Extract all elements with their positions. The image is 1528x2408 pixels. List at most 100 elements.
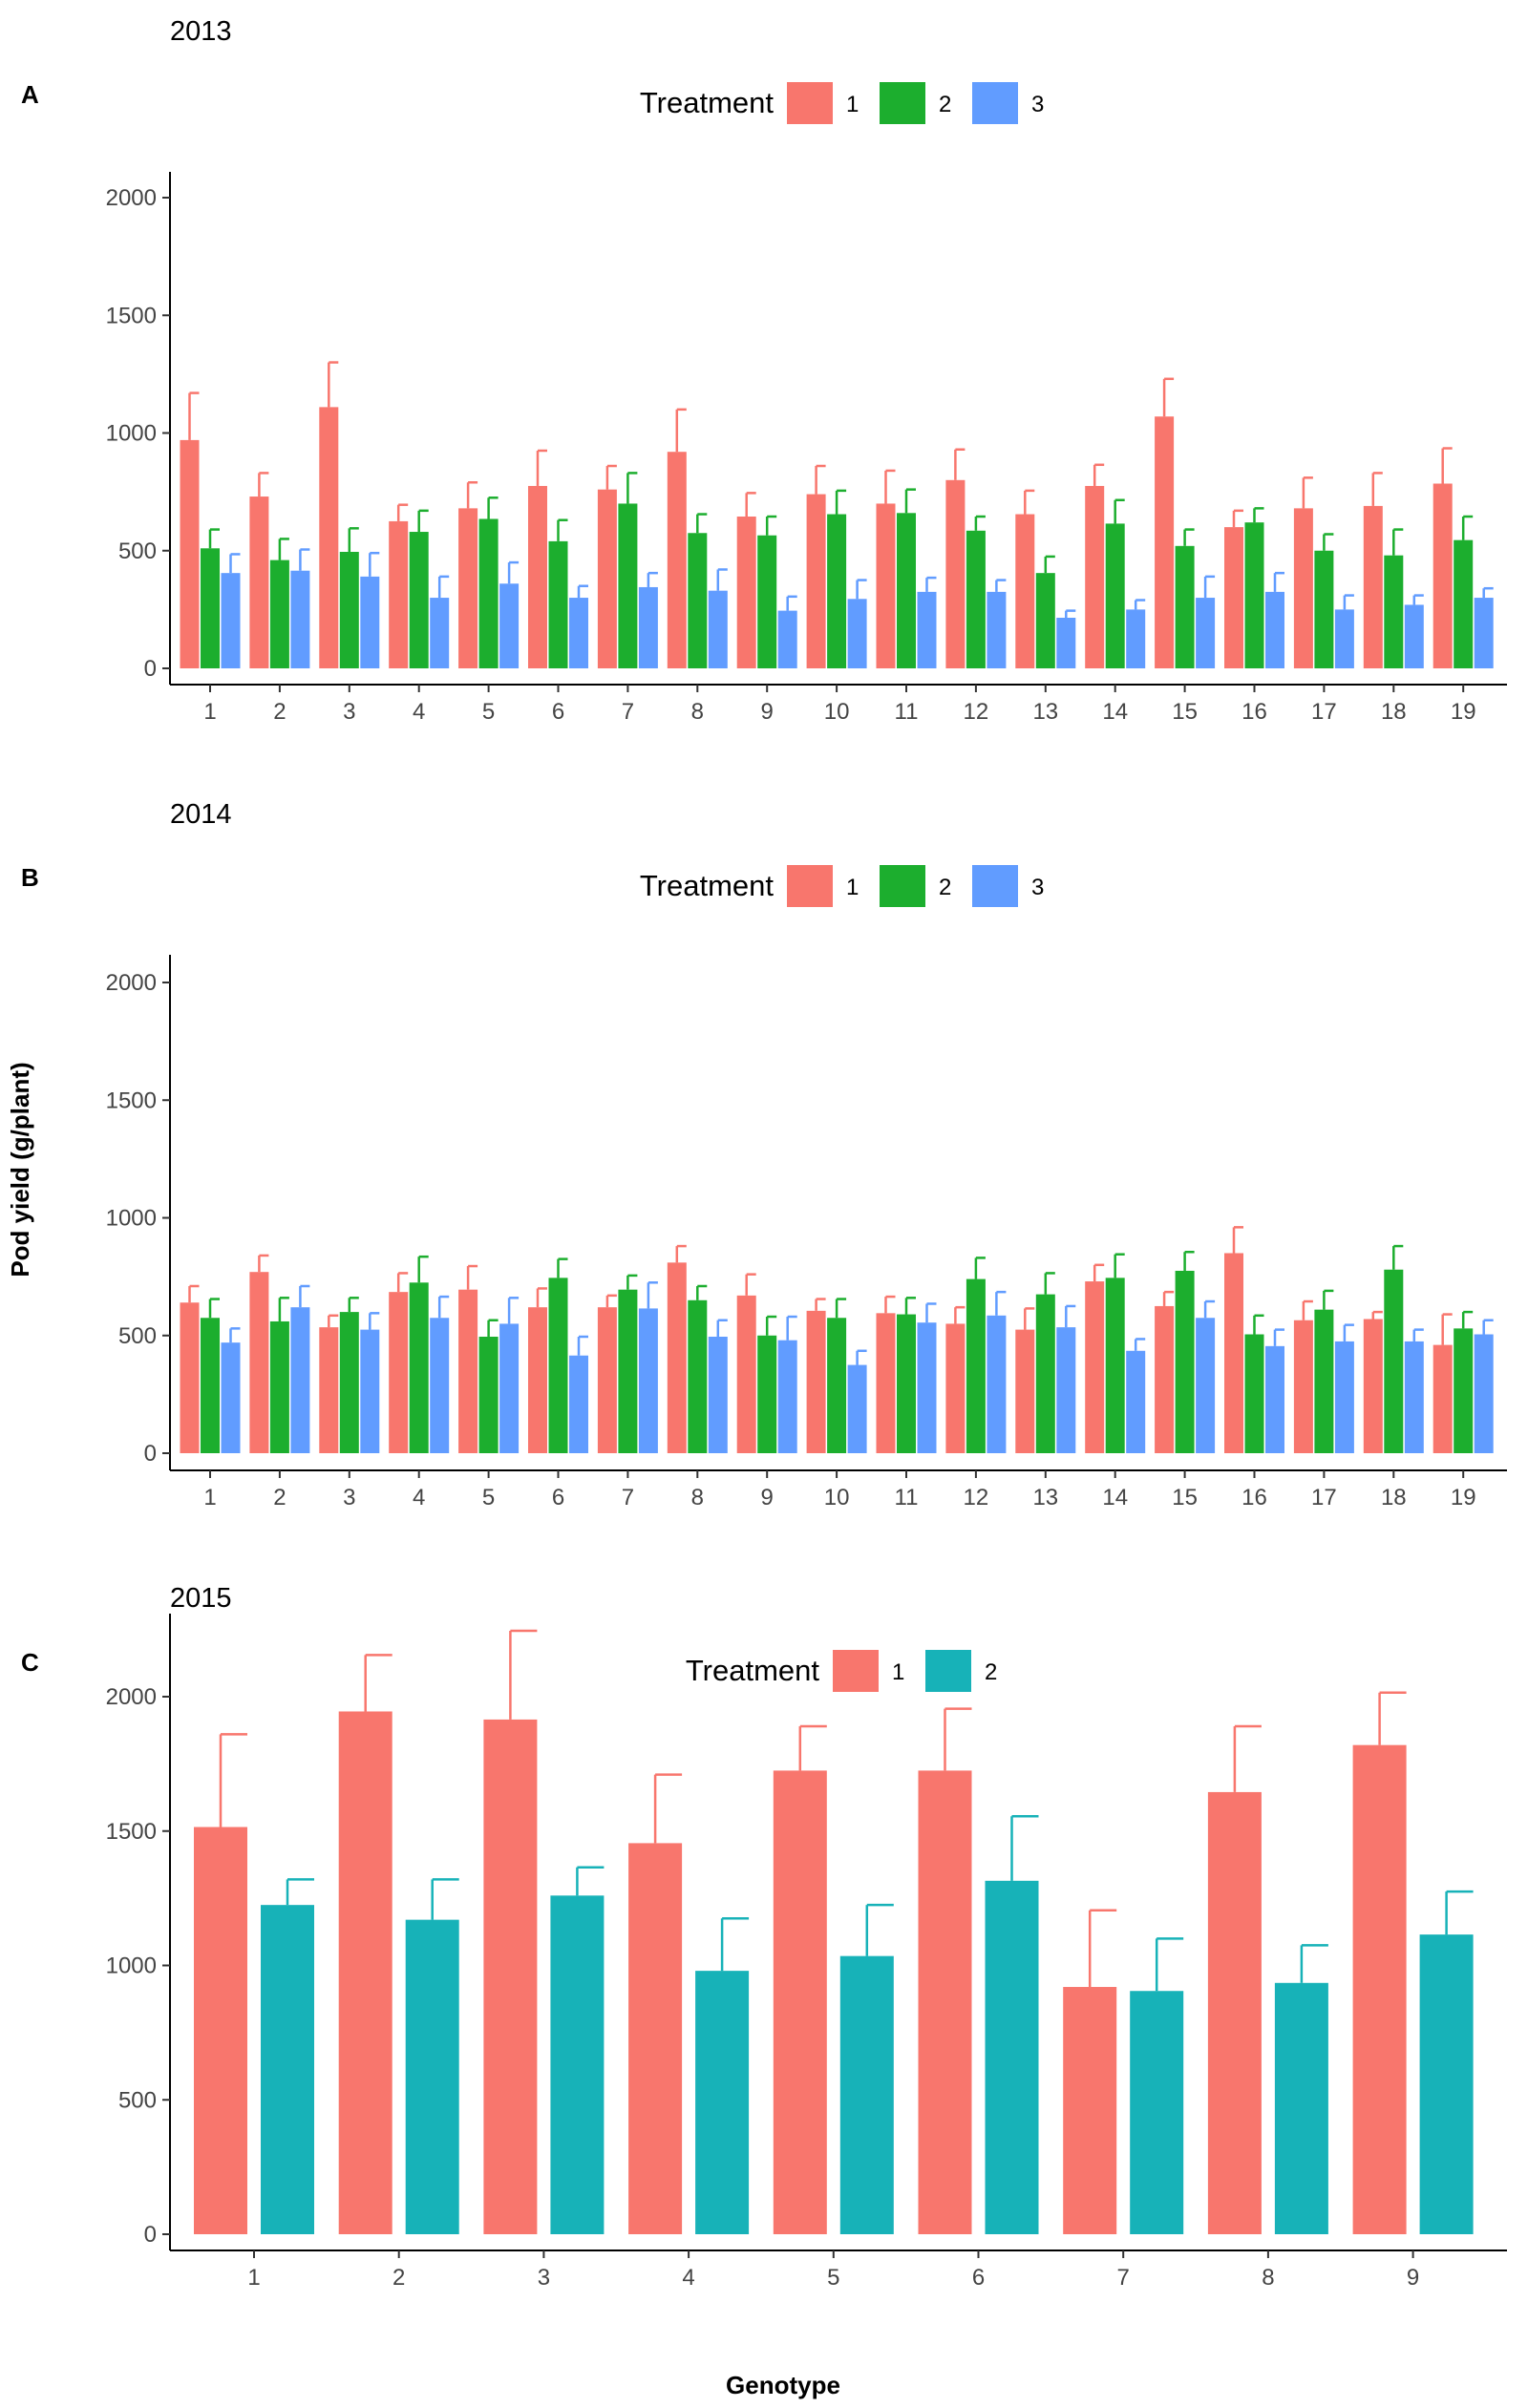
x-tick-label: 11 (895, 699, 919, 725)
y-tick-label: 0 (144, 656, 157, 682)
x-tick-label: 2 (273, 699, 286, 725)
x-tick-label: 2 (393, 2265, 405, 2291)
bar (1474, 598, 1494, 668)
legend-title: Treatment (686, 1654, 820, 1687)
x-tick-label: 5 (827, 2265, 839, 2291)
bar (638, 586, 658, 668)
bar (777, 610, 797, 668)
bar (194, 1827, 247, 2234)
bar (688, 1299, 708, 1453)
panel-c: 2015 C Treatment 1 2 0 500 1000 1500 2000 1 2 3 4 5 6 7 8… (21, 1583, 1507, 2291)
bar (360, 1329, 380, 1453)
x-axis-label: Genotype (726, 2371, 840, 2399)
bar (290, 1307, 310, 1453)
bar (618, 1289, 638, 1453)
bar (1155, 416, 1175, 668)
y-axis-label: Pod yield (g/plant) (6, 1062, 34, 1277)
bar (338, 1711, 393, 2234)
bar (1363, 505, 1383, 668)
bar (628, 1843, 683, 2234)
y-tick-label: 500 (118, 2087, 157, 2113)
bar (1314, 1309, 1334, 1453)
bar (945, 1323, 966, 1453)
x-tick-label: 3 (538, 2265, 550, 2291)
bar (667, 1262, 687, 1453)
bar (249, 496, 269, 668)
bar (597, 489, 617, 668)
bar (1105, 523, 1125, 668)
bar (1265, 1345, 1284, 1453)
bar (221, 1342, 241, 1453)
bar (876, 503, 896, 668)
x-tick-label: 7 (1117, 2265, 1130, 2291)
legend-label: 1 (846, 92, 859, 117)
x-tick-label: 4 (682, 2265, 694, 2291)
x-tick-label: 4 (413, 699, 425, 725)
bar (1334, 1341, 1354, 1453)
x-tick-label: 1 (203, 1485, 216, 1510)
bar (1352, 1744, 1407, 2234)
bar (1419, 1934, 1474, 2234)
x-tick-label: 16 (1242, 1485, 1267, 1510)
bar (966, 1278, 986, 1453)
bar (1035, 1294, 1055, 1453)
chart-title: 2014 (170, 799, 232, 830)
y-tick-label: 1000 (106, 1954, 157, 1979)
bar (708, 1336, 728, 1453)
x-tick-label: 15 (1172, 1485, 1198, 1510)
x-tick-label: 9 (761, 699, 774, 725)
bar (550, 1895, 605, 2234)
bar (478, 518, 499, 668)
bar (458, 1289, 478, 1453)
legend-label: 2 (939, 92, 951, 117)
bar (985, 1880, 1039, 2234)
x-tick-label: 14 (1102, 1485, 1128, 1510)
bar (987, 1315, 1007, 1453)
x-tick-label: 9 (761, 1485, 774, 1510)
bar (777, 1340, 797, 1453)
bar (847, 599, 867, 668)
bar (339, 551, 359, 668)
chart-title: 2015 (170, 1583, 232, 1614)
bar (1432, 1344, 1453, 1453)
bar (430, 1318, 450, 1453)
bar (1244, 1334, 1264, 1453)
legend-label: 3 (1031, 875, 1044, 900)
bar (1105, 1278, 1125, 1453)
panel-label: C (21, 1648, 39, 1677)
panel-label: A (21, 80, 39, 109)
bar (389, 1292, 409, 1453)
bar (1384, 1269, 1404, 1453)
x-tick-label: 1 (247, 2265, 260, 2291)
bar (409, 1282, 429, 1453)
legend-swatch (880, 865, 925, 907)
y-tick-label: 500 (118, 539, 157, 564)
x-tick-label: 8 (691, 1485, 704, 1510)
bar (1015, 514, 1035, 668)
x-tick-label: 13 (1032, 699, 1058, 725)
bar (389, 520, 409, 668)
bar (1432, 483, 1453, 668)
bar (736, 517, 756, 668)
bar (1035, 573, 1055, 668)
bar (528, 485, 547, 668)
bar (1196, 1318, 1216, 1453)
x-tick-label: 18 (1381, 699, 1407, 725)
legend-swatch (880, 82, 925, 124)
bar (897, 1314, 916, 1453)
bar (876, 1313, 896, 1453)
bar (1274, 1982, 1328, 2234)
bar (945, 479, 966, 668)
bar (1175, 1270, 1195, 1453)
bar (1454, 1328, 1474, 1453)
legend-label: 2 (939, 875, 951, 900)
legend-swatch (787, 82, 833, 124)
y-tick-label: 1000 (106, 421, 157, 447)
y-tick-label: 2000 (106, 1684, 157, 1710)
bar (966, 530, 986, 668)
y-tick-label: 1500 (106, 1819, 157, 1845)
y-tick-label: 500 (118, 1323, 157, 1349)
bar (597, 1307, 617, 1453)
bar (569, 598, 588, 668)
